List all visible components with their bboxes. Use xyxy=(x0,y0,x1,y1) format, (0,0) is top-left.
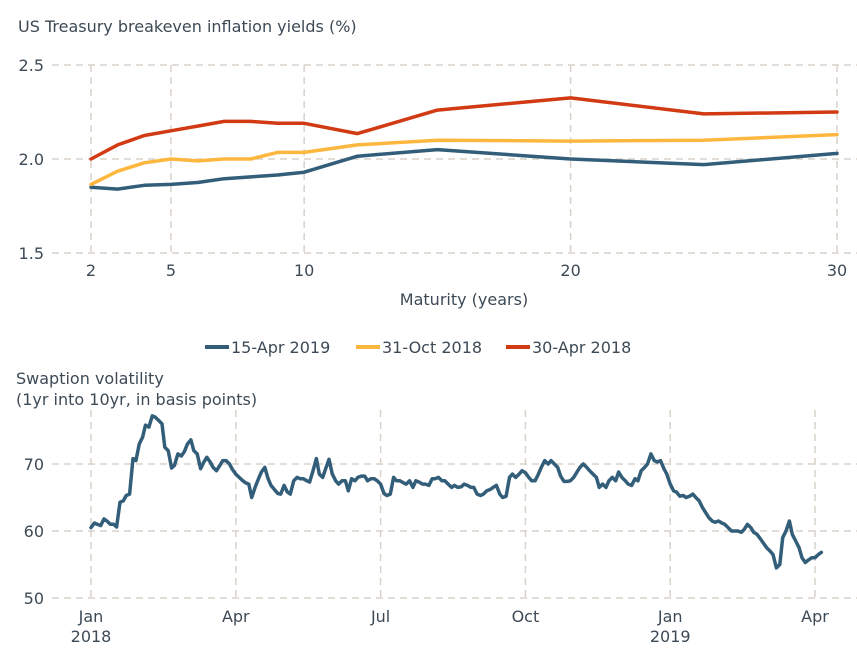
bottom-x-tick-label: Jul xyxy=(370,607,390,626)
bottom-chart-y-ticks: 50 60 70 xyxy=(24,455,44,608)
top-x-tick-label: 30 xyxy=(827,261,847,280)
series-line-15-apr-2019 xyxy=(89,147,839,191)
bottom-chart-title: Swaption volatility xyxy=(16,369,164,388)
bottom-chart-grid xyxy=(52,410,857,599)
series-line-swaption-volatility xyxy=(89,414,824,570)
top-x-tick-label: 2 xyxy=(86,261,96,280)
series-line-30-apr-2018 xyxy=(89,96,839,161)
top-chart-title: US Treasury breakeven inflation yields (… xyxy=(18,17,357,36)
bottom-chart-series xyxy=(89,414,824,570)
bottom-chart-subtitle: (1yr into 10yr, in basis points) xyxy=(16,390,257,409)
top-chart-y-ticks: 1.5 2.0 2.5 xyxy=(19,56,44,263)
bottom-x-tick-year-label: 2018 xyxy=(71,627,112,646)
top-y-tick-label: 2.0 xyxy=(19,150,44,169)
legend-label: 31-Oct 2018 xyxy=(382,338,482,357)
series-line-31-oct-2018 xyxy=(89,132,839,187)
bottom-x-tick-label: Jan xyxy=(78,607,104,626)
top-x-tick-label: 10 xyxy=(294,261,314,280)
bottom-x-tick-label: Jan xyxy=(657,607,683,626)
top-y-tick-label: 1.5 xyxy=(19,244,44,263)
top-chart-x-ticks: 2 5 10 20 30 xyxy=(86,261,847,280)
top-x-tick-label: 5 xyxy=(166,261,176,280)
top-y-tick-label: 2.5 xyxy=(19,56,44,75)
bottom-x-tick-year-label: 2019 xyxy=(650,627,691,646)
bottom-x-tick-label: Apr xyxy=(222,607,250,626)
bottom-x-tick-label: Apr xyxy=(801,607,829,626)
legend-label: 15-Apr 2019 xyxy=(231,338,330,357)
top-x-tick-label: 20 xyxy=(560,261,580,280)
bottom-y-tick-label: 60 xyxy=(24,522,44,541)
top-chart-x-axis-label: Maturity (years) xyxy=(400,290,528,309)
bottom-y-tick-label: 50 xyxy=(24,589,44,608)
legend: 15-Apr 2019 31-Oct 2018 30-Apr 2018 xyxy=(205,338,631,357)
top-chart-series xyxy=(89,96,839,191)
bottom-y-tick-label: 70 xyxy=(24,455,44,474)
bottom-x-tick-label: Oct xyxy=(512,607,540,626)
legend-label: 30-Apr 2018 xyxy=(532,338,631,357)
